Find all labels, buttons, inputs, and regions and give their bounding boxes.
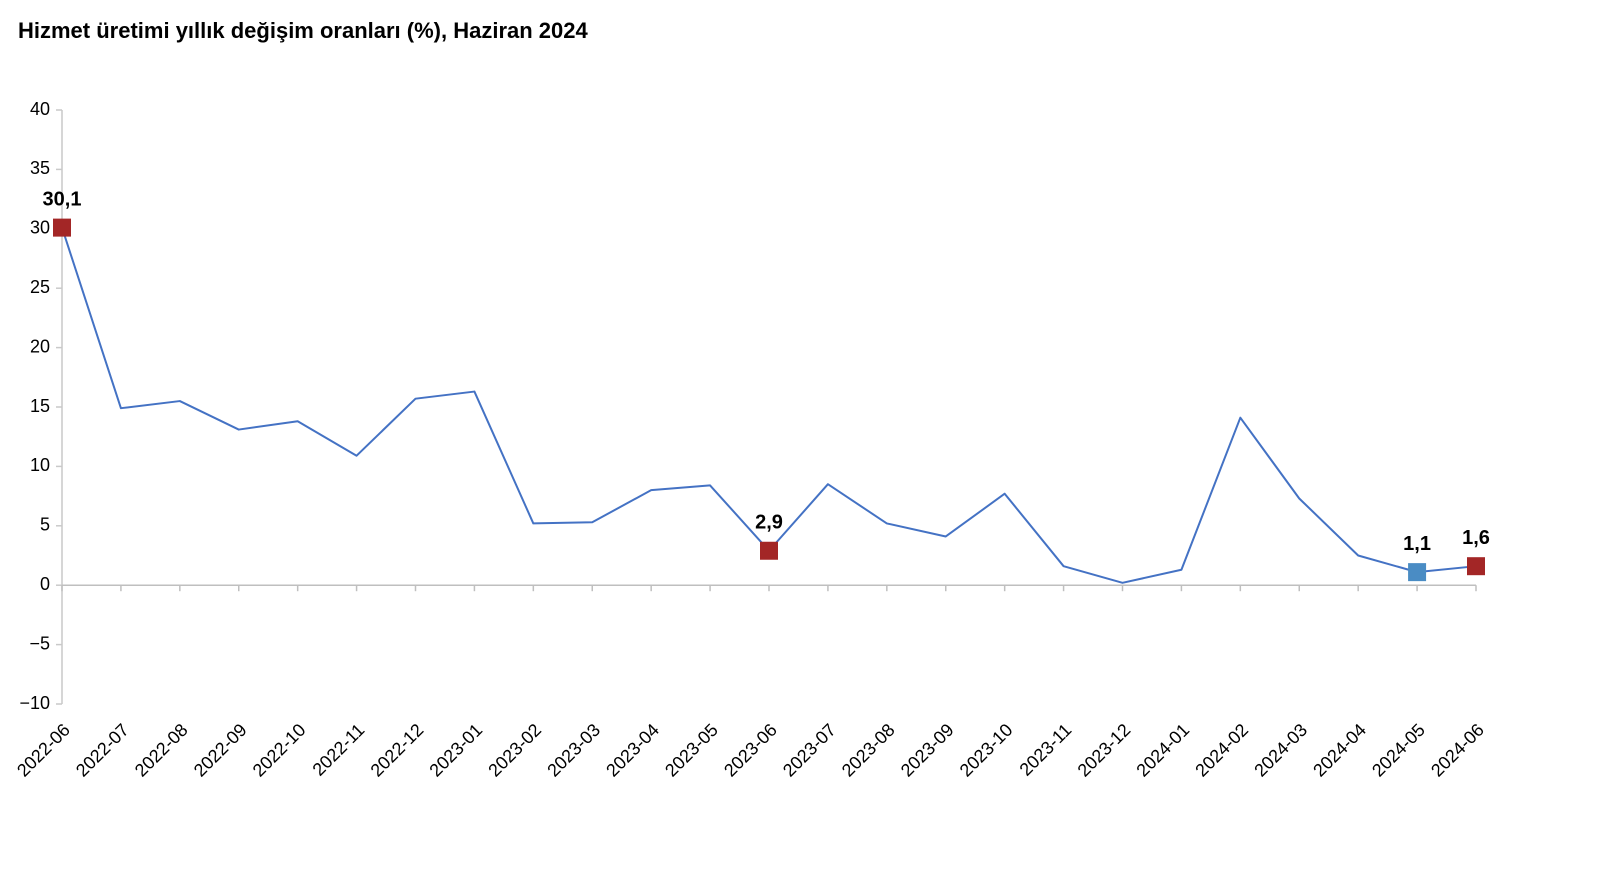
x-tick-label: 2022-06 <box>13 720 74 781</box>
x-tick-label: 2022-10 <box>249 720 310 781</box>
x-tick-label: 2023-09 <box>897 720 958 781</box>
x-tick-label-group: 2022-12 <box>367 720 428 781</box>
x-tick-label-group: 2024-01 <box>1132 720 1193 781</box>
x-tick-label: 2023-08 <box>838 720 899 781</box>
x-tick-label: 2022-09 <box>190 720 251 781</box>
data-label: 2,9 <box>755 512 783 534</box>
y-tick-label: 30 <box>30 218 50 238</box>
x-tick-label-group: 2023-06 <box>720 720 781 781</box>
x-tick-label: 2024-06 <box>1427 720 1488 781</box>
y-tick-label: −10 <box>19 693 50 713</box>
y-tick-label: 40 <box>30 99 50 119</box>
x-tick-label-group: 2023-07 <box>779 720 840 781</box>
y-tick-label: 15 <box>30 396 50 416</box>
x-tick-label: 2023-11 <box>1016 720 1076 780</box>
x-tick-label: 2024-04 <box>1309 720 1370 781</box>
x-tick-label: 2023-04 <box>602 720 663 781</box>
data-marker <box>1467 557 1485 575</box>
x-tick-label: 2024-03 <box>1250 720 1311 781</box>
x-tick-label-group: 2024-04 <box>1309 720 1370 781</box>
x-tick-label: 2022-07 <box>72 720 133 781</box>
x-tick-label: 2024-01 <box>1132 720 1193 781</box>
y-tick-label: 20 <box>30 336 50 356</box>
x-tick-label-group: 2023-10 <box>956 720 1017 781</box>
x-tick-label-group: 2023-09 <box>897 720 958 781</box>
x-tick-label-group: 2024-02 <box>1191 720 1252 781</box>
x-tick-label-group: 2023-02 <box>484 720 545 781</box>
x-tick-label-group: 2022-06 <box>13 720 74 781</box>
data-label: 1,6 <box>1462 527 1490 549</box>
data-marker <box>760 542 778 560</box>
x-tick-label: 2023-03 <box>543 720 604 781</box>
x-tick-label: 2022-12 <box>367 720 428 781</box>
x-tick-label-group: 2022-10 <box>249 720 310 781</box>
x-tick-label: 2024-02 <box>1191 720 1252 781</box>
x-tick-label: 2022-11 <box>309 720 369 780</box>
data-marker <box>1408 563 1426 581</box>
y-tick-label: 35 <box>30 158 50 178</box>
y-tick-label: 25 <box>30 277 50 297</box>
x-tick-label: 2024-05 <box>1368 720 1429 781</box>
x-tick-label-group: 2023-12 <box>1074 720 1135 781</box>
x-tick-label-group: 2022-08 <box>131 720 192 781</box>
x-tick-label-group: 2024-03 <box>1250 720 1311 781</box>
x-tick-label: 2023-06 <box>720 720 781 781</box>
x-tick-label-group: 2022-11 <box>309 720 369 780</box>
y-tick-label: 5 <box>40 515 50 535</box>
x-tick-label-group: 2023-01 <box>425 720 486 781</box>
x-tick-label: 2023-02 <box>484 720 545 781</box>
data-marker <box>53 219 71 237</box>
x-tick-label: 2023-01 <box>425 720 486 781</box>
x-tick-label-group: 2023-08 <box>838 720 899 781</box>
x-tick-label: 2023-10 <box>956 720 1017 781</box>
y-tick-label: 0 <box>40 574 50 594</box>
x-tick-label: 2023-12 <box>1074 720 1135 781</box>
x-tick-label-group: 2023-03 <box>543 720 604 781</box>
chart-svg: −10−505101520253035402022-062022-072022-… <box>0 0 1606 886</box>
x-tick-label: 2023-07 <box>779 720 840 781</box>
x-tick-label-group: 2023-05 <box>661 720 722 781</box>
data-label: 30,1 <box>43 189 82 211</box>
data-label: 1,1 <box>1403 533 1431 555</box>
x-tick-label: 2022-08 <box>131 720 192 781</box>
x-tick-label-group: 2023-04 <box>602 720 663 781</box>
x-tick-label-group: 2024-06 <box>1427 720 1488 781</box>
y-tick-label: 10 <box>30 455 50 475</box>
x-tick-label-group: 2023-11 <box>1016 720 1076 780</box>
x-tick-label-group: 2022-09 <box>190 720 251 781</box>
x-tick-label-group: 2024-05 <box>1368 720 1429 781</box>
x-tick-label-group: 2022-07 <box>72 720 133 781</box>
y-tick-label: −5 <box>29 633 50 653</box>
x-tick-label: 2023-05 <box>661 720 722 781</box>
